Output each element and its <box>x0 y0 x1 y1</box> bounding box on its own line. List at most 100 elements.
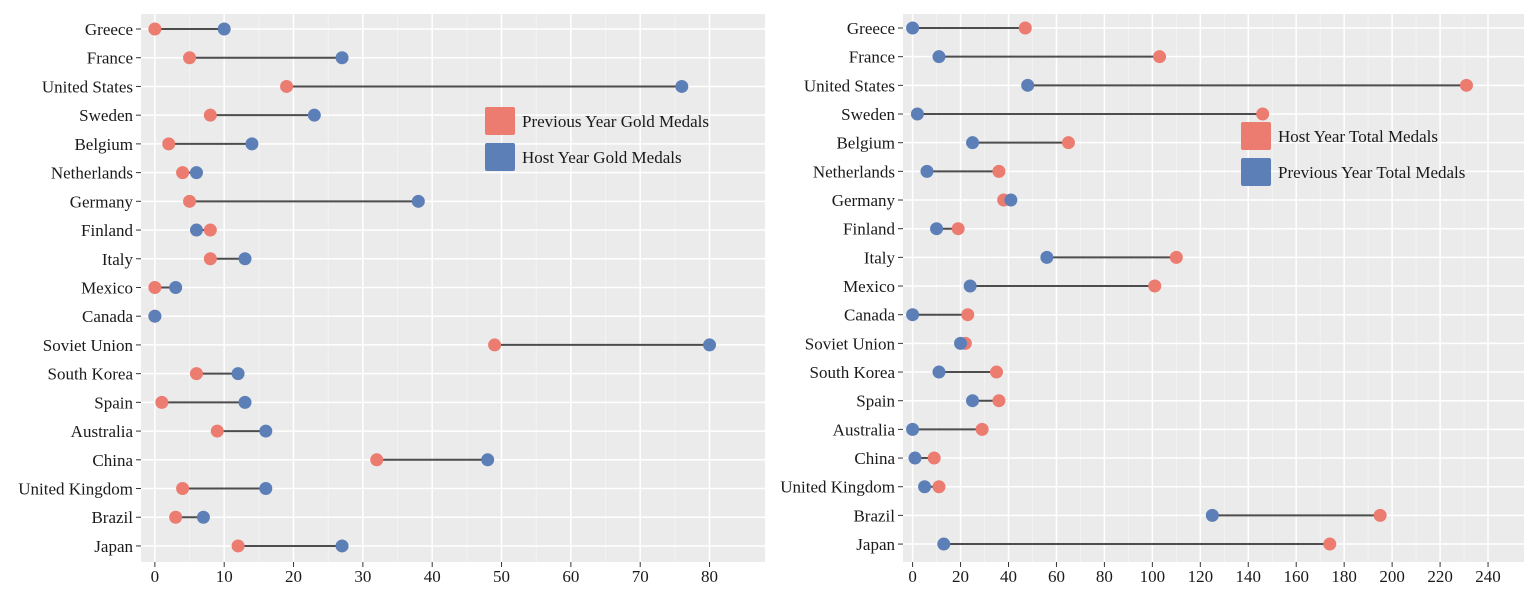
x-tick-label: 100 <box>1140 567 1166 586</box>
y-tick-label: United States <box>804 76 895 95</box>
legend-label: Previous Year Total Medals <box>1278 163 1465 182</box>
x-tick-label: 60 <box>562 567 579 586</box>
x-tick-label: 220 <box>1427 567 1453 586</box>
point-series-1 <box>203 108 217 122</box>
x-tick-label: 20 <box>952 567 969 586</box>
point-series-2 <box>335 51 349 65</box>
y-tick-label: Netherlands <box>51 164 133 183</box>
point-series-2 <box>238 252 252 266</box>
y-tick-label: Italy <box>102 250 134 269</box>
x-tick-label: 50 <box>493 567 510 586</box>
point-series-2 <box>910 107 924 121</box>
point-series-2 <box>1021 78 1035 92</box>
point-series-1 <box>1169 250 1183 264</box>
point-series-2 <box>335 539 349 553</box>
point-series-1 <box>1153 50 1167 64</box>
y-tick-label: Greece <box>847 19 895 38</box>
point-series-2 <box>231 367 245 381</box>
point-series-1 <box>1373 508 1387 522</box>
point-series-1 <box>231 539 245 553</box>
y-tick-label: Germany <box>70 192 134 211</box>
legend-label: Host Year Total Medals <box>1278 127 1438 146</box>
x-tick-label: 160 <box>1283 567 1309 586</box>
x-tick-label: 180 <box>1331 567 1357 586</box>
point-series-1 <box>990 365 1004 379</box>
point-series-1 <box>155 395 169 409</box>
point-series-2 <box>196 510 210 524</box>
y-tick-label: Spain <box>856 392 895 411</box>
point-series-2 <box>675 79 689 93</box>
y-tick-label: Japan <box>856 535 895 554</box>
point-series-1 <box>1018 21 1032 35</box>
point-series-2 <box>954 336 968 350</box>
point-series-2 <box>1205 508 1219 522</box>
point-series-2 <box>937 537 951 551</box>
point-series-1 <box>370 453 384 467</box>
y-tick-label: Sweden <box>79 106 133 125</box>
y-tick-label: Finland <box>81 221 133 240</box>
x-tick-label: 0 <box>908 567 917 586</box>
legend-label: Host Year Gold Medals <box>522 148 682 167</box>
x-tick-label: 60 <box>1048 567 1065 586</box>
chart-1: 0 10 20 30 40 50 60 70 80 Greece France United Stat… <box>18 14 765 586</box>
x-tick-label: 10 <box>216 567 233 586</box>
point-series-2 <box>1040 250 1054 264</box>
point-series-2 <box>906 21 920 35</box>
point-series-2 <box>966 394 980 408</box>
x-tick-label: 140 <box>1236 567 1262 586</box>
y-tick-label: China <box>92 451 133 470</box>
point-series-1 <box>1148 279 1162 293</box>
point-series-1 <box>1459 78 1473 92</box>
point-series-1 <box>975 422 989 436</box>
point-series-1 <box>488 338 502 352</box>
legend-swatch <box>485 107 515 135</box>
point-series-1 <box>210 424 224 438</box>
y-tick-label: China <box>854 449 895 468</box>
x-tick-label: 70 <box>632 567 649 586</box>
legend-swatch <box>485 143 515 171</box>
point-series-1 <box>148 22 162 36</box>
point-series-1 <box>189 367 203 381</box>
point-series-2 <box>259 424 273 438</box>
y-tick-label: Netherlands <box>813 162 895 181</box>
point-series-2 <box>238 395 252 409</box>
point-series-2 <box>1004 193 1018 207</box>
y-tick-label: Belgium <box>836 134 895 153</box>
y-tick-label: Japan <box>94 537 133 556</box>
point-series-2 <box>217 22 231 36</box>
y-tick-label: South Korea <box>810 363 896 382</box>
y-tick-label: Mexico <box>81 278 133 297</box>
point-series-1 <box>992 394 1006 408</box>
point-series-1 <box>148 280 162 294</box>
point-series-2 <box>703 338 717 352</box>
x-tick-label: 20 <box>285 567 302 586</box>
y-tick-label: Sweden <box>841 105 895 124</box>
x-tick-label: 200 <box>1379 567 1405 586</box>
point-series-2 <box>906 422 920 436</box>
point-series-1 <box>927 451 941 465</box>
y-tick-label: Brazil <box>91 508 133 527</box>
legend-swatch <box>1241 158 1271 186</box>
point-series-2 <box>932 50 946 64</box>
point-series-2 <box>411 194 425 208</box>
x-tick-label: 0 <box>151 567 160 586</box>
y-tick-label: Soviet Union <box>805 334 896 353</box>
point-series-2 <box>189 223 203 237</box>
y-tick-label: Canada <box>82 307 133 326</box>
point-series-2 <box>963 279 977 293</box>
point-series-2 <box>189 166 203 180</box>
point-series-2 <box>920 164 934 178</box>
y-tick-label: Finland <box>843 220 895 239</box>
point-series-1 <box>280 79 294 93</box>
y-tick-label: Brazil <box>853 506 895 525</box>
legend-label: Previous Year Gold Medals <box>522 112 709 131</box>
y-tick-label: Germany <box>832 191 896 210</box>
x-tick-label: 30 <box>354 567 371 586</box>
chart-2: 0 20 40 60 80 100 120 140 160 180 200 220 240 Greece F… <box>780 14 1524 586</box>
x-tick-label: 40 <box>1000 567 1017 586</box>
point-series-2 <box>307 108 321 122</box>
point-series-1 <box>203 252 217 266</box>
point-series-1 <box>1323 537 1337 551</box>
y-tick-label: Mexico <box>843 277 895 296</box>
